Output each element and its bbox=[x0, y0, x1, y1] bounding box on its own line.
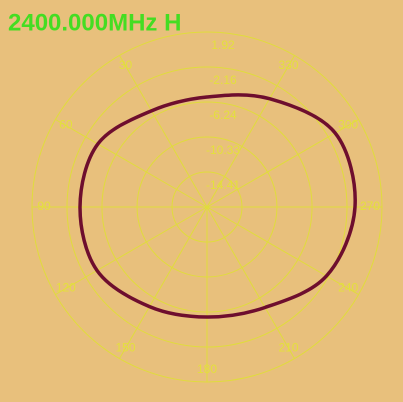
r-tick-label: -6.24 bbox=[209, 108, 237, 122]
grid-spoke bbox=[206, 119, 359, 208]
theta-tick-label: 210 bbox=[278, 340, 298, 354]
grid-spoke bbox=[119, 206, 208, 359]
theta-tick-label: 120 bbox=[56, 281, 76, 295]
r-tick-label: -2.16 bbox=[209, 73, 237, 87]
theta-tick-label: 90 bbox=[37, 199, 51, 213]
grid-spoke bbox=[206, 206, 359, 295]
r-tick-label: -14.41 bbox=[206, 178, 240, 192]
theta-tick-label: 60 bbox=[59, 118, 73, 132]
r-tick-label: 1.92 bbox=[211, 38, 235, 52]
grid-spoke bbox=[206, 206, 295, 359]
theta-tick-label: 30 bbox=[119, 58, 133, 72]
chart-title: 2400.000MHz H bbox=[8, 9, 181, 36]
grid-spoke bbox=[206, 55, 295, 208]
grid-spoke bbox=[119, 55, 208, 208]
theta-tick-label: 150 bbox=[115, 340, 135, 354]
theta-tick-label: 330 bbox=[278, 58, 298, 72]
grid-spoke bbox=[55, 119, 208, 208]
theta-tick-label: 240 bbox=[338, 281, 358, 295]
pattern-line bbox=[78, 93, 357, 319]
theta-tick-label: 300 bbox=[338, 118, 358, 132]
grid-spoke bbox=[55, 206, 208, 295]
theta-tick-label: 270 bbox=[360, 199, 380, 213]
theta-tick-label: 180 bbox=[197, 362, 217, 376]
r-tick-label: -10.33 bbox=[206, 143, 240, 157]
